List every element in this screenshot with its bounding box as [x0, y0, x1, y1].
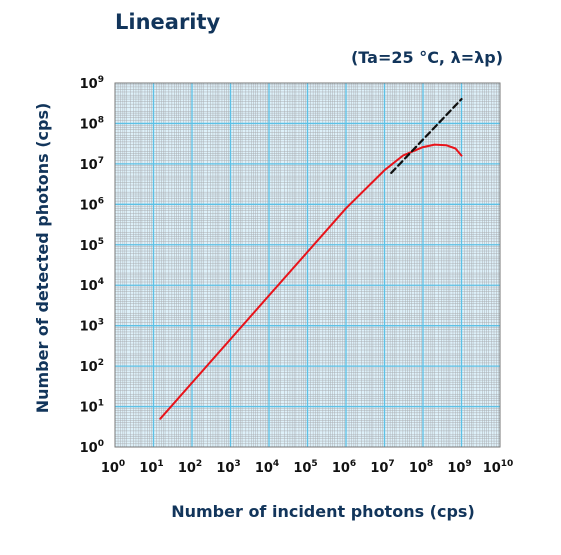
- x-tick-label: 107: [370, 459, 394, 476]
- y-tick-label: 102: [80, 358, 104, 375]
- y-tick-label: 107: [80, 156, 104, 173]
- x-tick-label: 102: [178, 459, 202, 476]
- x-tick-label: 104: [255, 459, 279, 476]
- x-tick-label: 106: [332, 459, 356, 476]
- y-tick-label: 104: [80, 277, 104, 294]
- y-tick-label: 103: [80, 318, 104, 335]
- y-tick-label: 101: [80, 399, 104, 416]
- measurement-conditions: (Ta=25 °C, λ=λp): [350, 48, 503, 67]
- x-tick-label: 1010: [483, 459, 514, 476]
- x-tick-label: 108: [409, 459, 433, 476]
- x-axis-ticks: 100 101 102 103 104 105 106 107 108 109 1010: [101, 459, 513, 476]
- y-tick-label: 106: [80, 196, 104, 213]
- plot-frame: [114, 82, 501, 448]
- major-gridlines: [115, 83, 500, 447]
- y-tick-label: 108: [80, 115, 104, 132]
- y-axis-ticks: 100 101 102 103 104 105 106 107 108 109: [80, 75, 104, 456]
- x-tick-label: 100: [101, 459, 125, 476]
- x-tick-label: 105: [293, 459, 317, 476]
- measured-response-line: [159, 143, 463, 420]
- y-tick-label: 100: [80, 439, 104, 456]
- y-tick-label: 109: [80, 75, 104, 92]
- x-tick-label: 101: [139, 459, 163, 476]
- y-axis-title: Number of detected photons (cps): [33, 103, 52, 414]
- x-axis-title: Number of incident photons (cps): [171, 502, 475, 521]
- x-tick-label: 109: [447, 459, 471, 476]
- x-tick-label: 103: [216, 459, 240, 476]
- ideal-linearity-line: [390, 97, 463, 174]
- y-tick-label: 105: [80, 237, 104, 254]
- series-layer: [159, 97, 463, 420]
- chart-title: Linearity: [115, 10, 221, 34]
